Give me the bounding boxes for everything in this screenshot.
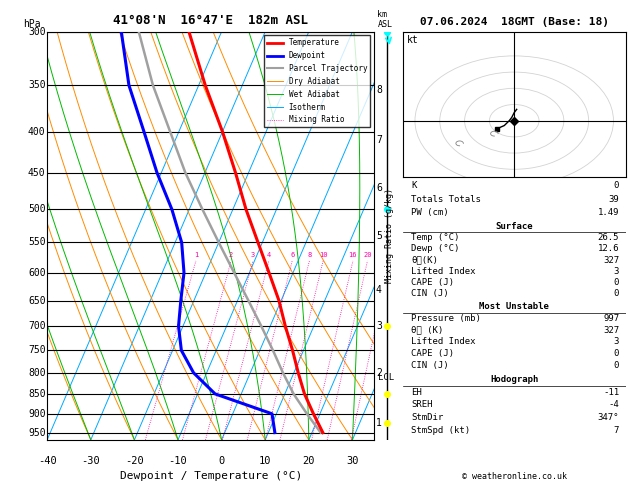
Text: Surface: Surface — [496, 222, 533, 231]
Text: 2: 2 — [229, 252, 233, 258]
Text: 16: 16 — [348, 252, 357, 258]
Text: Lifted Index: Lifted Index — [411, 267, 476, 276]
Text: 950: 950 — [28, 428, 45, 437]
Text: 4: 4 — [376, 285, 382, 295]
Text: 7: 7 — [376, 135, 382, 145]
Text: km
ASL: km ASL — [377, 10, 392, 29]
Text: Dewpoint / Temperature (°C): Dewpoint / Temperature (°C) — [120, 471, 302, 482]
Text: 500: 500 — [28, 204, 45, 214]
Text: 800: 800 — [28, 368, 45, 378]
Text: -40: -40 — [38, 456, 57, 466]
Text: CAPE (J): CAPE (J) — [411, 349, 455, 358]
Text: 41°08'N  16°47'E  182m ASL: 41°08'N 16°47'E 182m ASL — [113, 14, 308, 27]
Text: 900: 900 — [28, 409, 45, 419]
Text: 07.06.2024  18GMT (Base: 18): 07.06.2024 18GMT (Base: 18) — [420, 17, 609, 27]
Text: Lifted Index: Lifted Index — [411, 337, 476, 347]
Text: 0: 0 — [218, 456, 225, 466]
Text: 650: 650 — [28, 295, 45, 306]
Text: -4: -4 — [608, 400, 619, 409]
Text: 10: 10 — [259, 456, 272, 466]
Text: Temp (°C): Temp (°C) — [411, 233, 460, 243]
Text: 3: 3 — [614, 337, 619, 347]
Text: 1.49: 1.49 — [598, 208, 619, 217]
Text: PW (cm): PW (cm) — [411, 208, 449, 217]
Text: Pressure (mb): Pressure (mb) — [411, 314, 481, 323]
Text: 8: 8 — [376, 85, 382, 95]
Text: StmSpd (kt): StmSpd (kt) — [411, 426, 470, 434]
Text: 1: 1 — [376, 418, 382, 428]
Text: Totals Totals: Totals Totals — [411, 195, 481, 204]
Text: 600: 600 — [28, 268, 45, 278]
Text: StmDir: StmDir — [411, 413, 443, 422]
Text: 997: 997 — [603, 314, 619, 323]
Text: Mixing Ratio (g/kg): Mixing Ratio (g/kg) — [386, 188, 394, 283]
Text: hPa: hPa — [23, 19, 41, 29]
Text: 1: 1 — [194, 252, 198, 258]
Text: 300: 300 — [28, 27, 45, 36]
Text: -11: -11 — [603, 388, 619, 397]
Text: 20: 20 — [303, 456, 315, 466]
Text: 700: 700 — [28, 321, 45, 331]
Text: 7: 7 — [614, 426, 619, 434]
Text: 3: 3 — [251, 252, 255, 258]
Text: 10: 10 — [319, 252, 327, 258]
Text: 0: 0 — [614, 278, 619, 287]
Text: 0: 0 — [614, 289, 619, 298]
Text: 327: 327 — [603, 256, 619, 264]
Text: 350: 350 — [28, 80, 45, 90]
Text: LCL: LCL — [377, 373, 394, 382]
Text: 550: 550 — [28, 238, 45, 247]
Text: 850: 850 — [28, 389, 45, 399]
Text: 750: 750 — [28, 346, 45, 355]
Text: 3: 3 — [376, 321, 382, 331]
Text: -30: -30 — [81, 456, 100, 466]
Text: 26.5: 26.5 — [598, 233, 619, 243]
Text: 2: 2 — [376, 368, 382, 378]
Text: 30: 30 — [346, 456, 359, 466]
Text: 0: 0 — [614, 181, 619, 191]
Text: 8: 8 — [307, 252, 311, 258]
Text: θᴇ (K): θᴇ (K) — [411, 326, 443, 335]
Text: CIN (J): CIN (J) — [411, 361, 449, 370]
Text: 12.6: 12.6 — [598, 244, 619, 253]
Text: SREH: SREH — [411, 400, 433, 409]
Text: 6: 6 — [290, 252, 294, 258]
Text: θᴇ(K): θᴇ(K) — [411, 256, 438, 264]
Text: 3: 3 — [614, 267, 619, 276]
Text: Dewp (°C): Dewp (°C) — [411, 244, 460, 253]
Text: 327: 327 — [603, 326, 619, 335]
Text: CIN (J): CIN (J) — [411, 289, 449, 298]
Text: Hodograph: Hodograph — [490, 375, 538, 384]
Text: 5: 5 — [376, 231, 382, 241]
Text: -20: -20 — [125, 456, 144, 466]
Text: CAPE (J): CAPE (J) — [411, 278, 455, 287]
Text: -10: -10 — [169, 456, 187, 466]
Text: 400: 400 — [28, 127, 45, 137]
Text: kt: kt — [407, 35, 419, 45]
Text: EH: EH — [411, 388, 422, 397]
Text: 0: 0 — [614, 349, 619, 358]
Text: 39: 39 — [608, 195, 619, 204]
Text: 6: 6 — [376, 183, 382, 193]
Legend: Temperature, Dewpoint, Parcel Trajectory, Dry Adiabat, Wet Adiabat, Isotherm, Mi: Temperature, Dewpoint, Parcel Trajectory… — [264, 35, 370, 127]
Text: 20: 20 — [363, 252, 372, 258]
Text: Most Unstable: Most Unstable — [479, 302, 549, 311]
Text: © weatheronline.co.uk: © weatheronline.co.uk — [462, 472, 567, 481]
Text: K: K — [411, 181, 417, 191]
Text: 4: 4 — [267, 252, 271, 258]
Text: 0: 0 — [614, 361, 619, 370]
Text: 347°: 347° — [598, 413, 619, 422]
Text: 450: 450 — [28, 168, 45, 178]
